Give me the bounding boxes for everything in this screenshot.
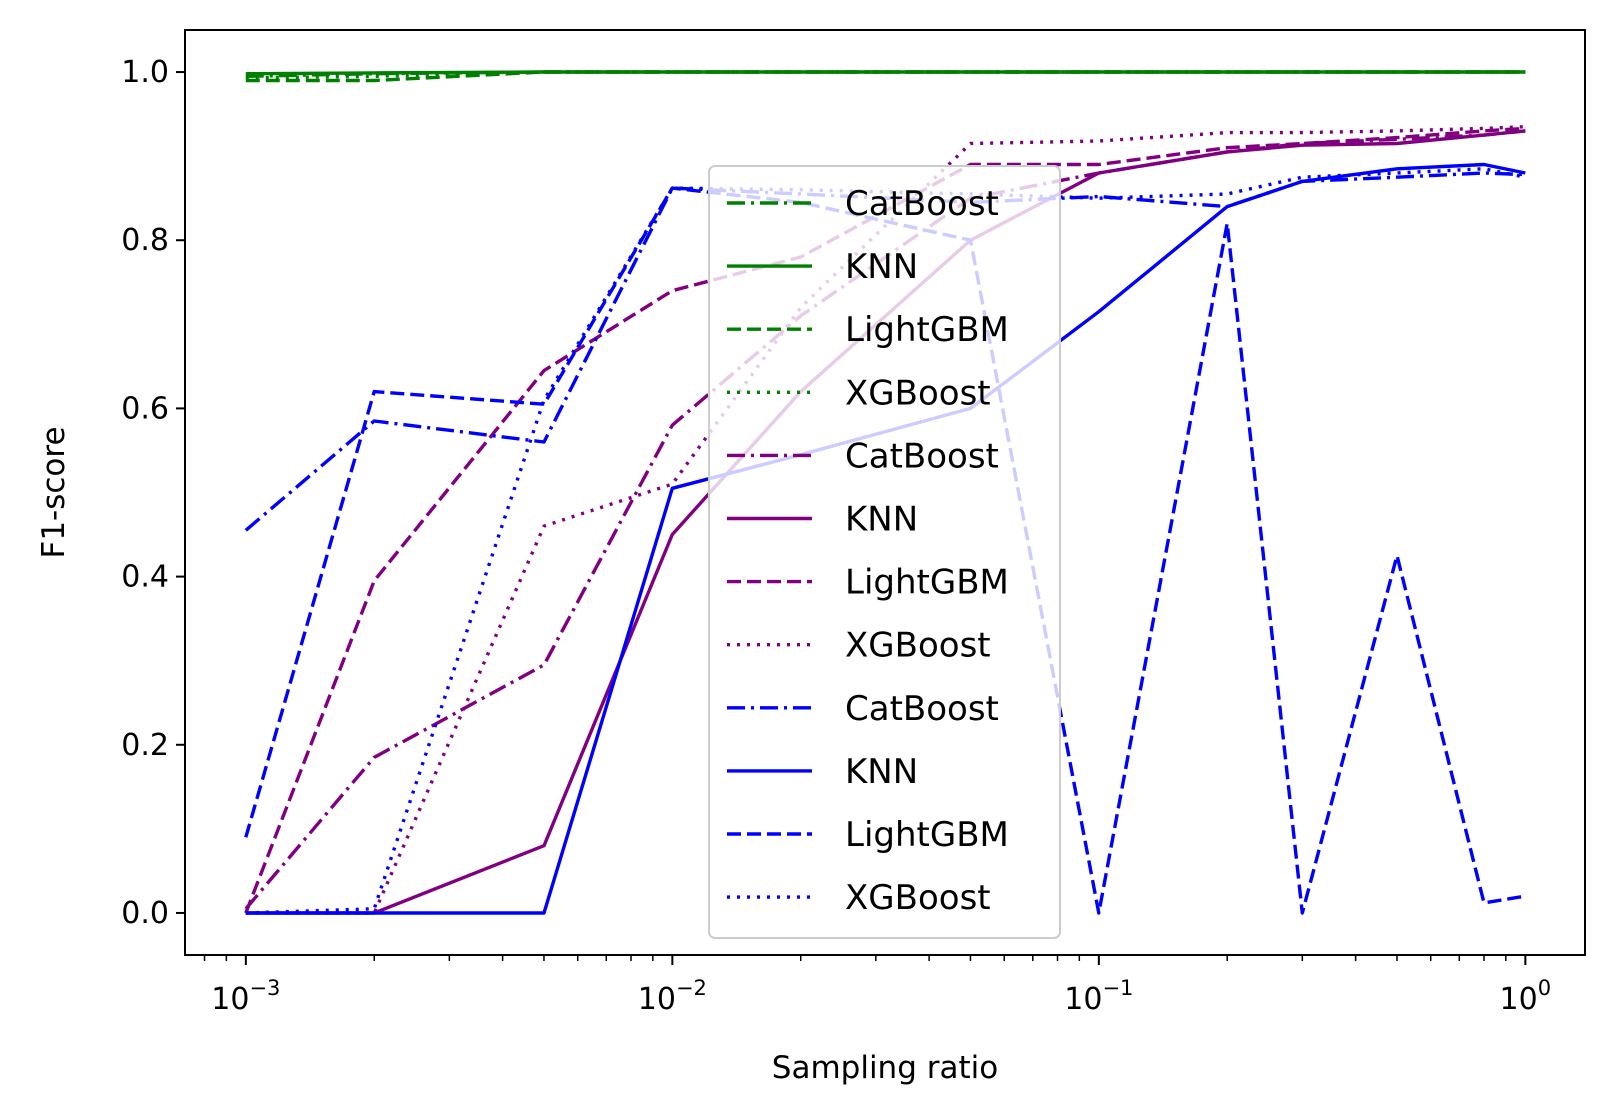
x-tick-label-1: 10−2 — [638, 976, 707, 1017]
x-tick-label-0: 10−3 — [211, 976, 280, 1017]
y-tick-label-3: 0.6 — [121, 391, 169, 426]
legend-label-10: KNN — [845, 752, 918, 792]
ticks-layer: 0.0 0.2 0.4 0.6 0.8 1.0 10−3 10−2 10−1 100 — [121, 55, 1551, 1017]
legend-label-11: LightGBM — [845, 815, 1009, 855]
legend-label-2: KNN — [845, 247, 918, 287]
series-line-7 — [244, 126, 1526, 914]
x-axis-label: Sampling ratio — [772, 1050, 998, 1086]
y-tick-label-2: 0.4 — [121, 560, 169, 595]
legend-label-4: XGBoost — [845, 373, 991, 413]
legend-box — [708, 165, 1061, 939]
series-line-3 — [245, 70, 1526, 83]
y-tick-label-0: 0.0 — [121, 896, 169, 931]
series-line-8 — [245, 125, 1526, 915]
series-line-9 — [244, 171, 1526, 532]
legend-label-6: KNN — [845, 500, 918, 540]
legend-label-7: LightGBM — [845, 563, 1009, 603]
legend-label-9: CatBoost — [845, 689, 999, 729]
legend: CatBoost KNN LightGBM XGBoost CatBoost KNN Lig… — [708, 165, 1061, 939]
legend-label-1: CatBoost — [845, 184, 999, 224]
legend-label-3: LightGBM — [845, 310, 1009, 350]
y-tick-label-4: 0.8 — [121, 223, 169, 258]
legend-label-8: XGBoost — [845, 626, 991, 666]
x-tick-label-2: 10−1 — [1064, 976, 1133, 1017]
y-tick-label-5: 1.0 — [121, 55, 169, 90]
y-axis-label: F1-score — [36, 426, 72, 558]
y-tick-label-1: 0.2 — [121, 728, 169, 763]
x-tick-label-3: 100 — [1500, 976, 1552, 1017]
legend-label-5: CatBoost — [845, 436, 999, 476]
plot-frame — [184, 29, 1586, 956]
legend-label-12: XGBoost — [845, 878, 991, 918]
